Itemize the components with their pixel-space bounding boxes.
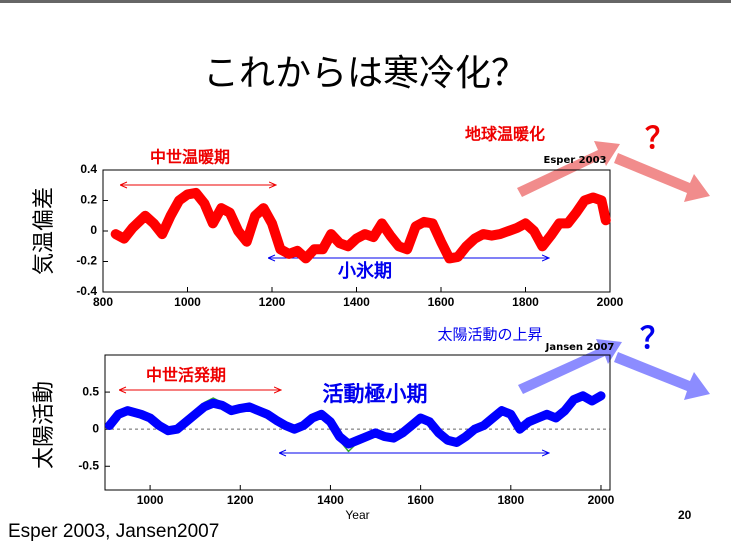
annotation: Jansen 2007 [545, 342, 615, 353]
x-tick-label: 1600 [407, 493, 434, 507]
annotation: ？ [640, 322, 670, 357]
top-rule [0, 0, 731, 3]
x-tick-label: 2000 [597, 295, 624, 309]
annotation: 小氷期 [338, 260, 392, 282]
x-tick-label: 1000 [174, 295, 201, 309]
x-tick-label: 1400 [317, 493, 344, 507]
y-axis-label: 気温偏差 [32, 187, 57, 275]
plot-frame [104, 354, 611, 491]
y-tick-label: -0.4 [76, 284, 97, 298]
x-tick-label: 1200 [227, 493, 254, 507]
annotation: 中世温暖期 [150, 148, 230, 167]
page-number: 20 [678, 508, 692, 522]
x-tick-label: 1600 [428, 295, 455, 309]
series-line [105, 391, 606, 449]
trend-arrow [614, 153, 710, 202]
x-tick-label: 1800 [512, 295, 539, 309]
trend-arrow [517, 141, 620, 197]
x-axis-label: Year [345, 508, 369, 522]
x-tick-label: 1000 [137, 493, 164, 507]
annotation: 中世活発期 [146, 366, 226, 385]
annotation: 活動極小期 [323, 382, 428, 406]
x-tick-label: 1400 [343, 295, 370, 309]
slide-title: これからは寒冷化？ [203, 53, 527, 94]
trend-arrow [614, 352, 710, 400]
annotation: 地球温暖化 [465, 125, 545, 144]
annotation: Esper 2003 [544, 155, 607, 166]
x-tick-label: 2000 [588, 493, 615, 507]
series-line [110, 187, 611, 264]
y-tick-label: 0.4 [80, 162, 97, 176]
y-tick-label: 0.5 [82, 384, 99, 398]
x-tick-label: 1200 [259, 295, 286, 309]
y-tick-label: -0.2 [76, 254, 97, 268]
trend-arrow [518, 339, 622, 394]
x-tick-label: 1800 [497, 493, 524, 507]
x-tick-label: 800 [93, 295, 113, 309]
y-tick-label: 0 [92, 421, 99, 435]
annotation: 太陽活動の上昇 [437, 326, 542, 344]
source-note: Esper 2003, Jansen2007 [8, 521, 219, 542]
y-axis-label: 太陽活動 [32, 381, 57, 469]
y-tick-label: 0 [90, 223, 97, 237]
y-tick-label: 0.2 [80, 193, 97, 207]
annotation: ？ [645, 122, 675, 157]
y-tick-label: -0.5 [78, 458, 99, 472]
